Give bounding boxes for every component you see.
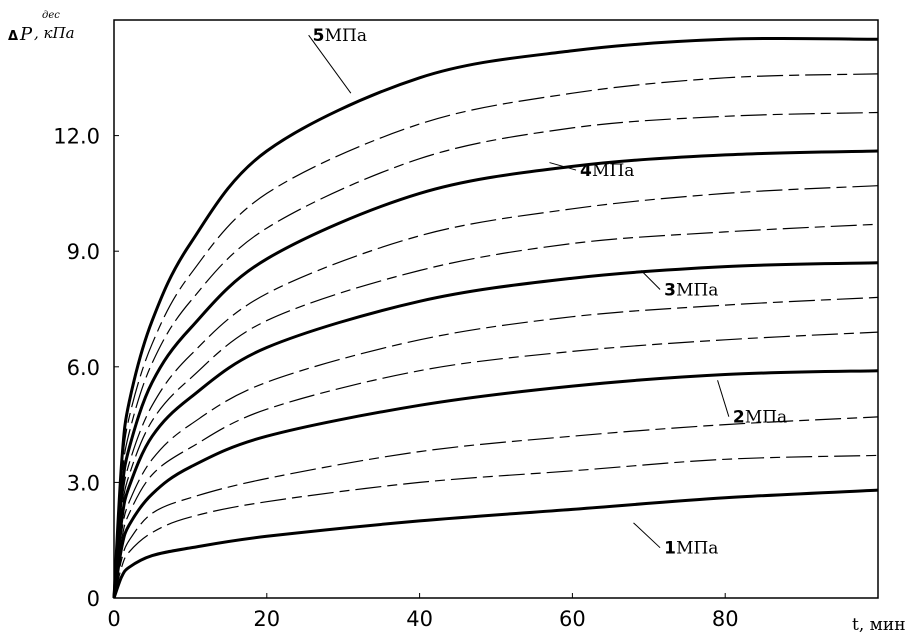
series-line-solid <box>112 369 879 599</box>
x-axis-title: t, мин <box>852 615 906 635</box>
curve-label-number: 5 <box>313 26 325 46</box>
y-tick-label: 0 <box>87 587 100 611</box>
y-tick-label: 6.0 <box>67 356 100 380</box>
curve-label-unit: МПа <box>676 281 718 301</box>
curve-label-unit: МПа <box>676 539 718 559</box>
curve-label-unit: МПа <box>745 408 787 428</box>
y-tick-label: 9.0 <box>67 240 100 264</box>
y-axis-delta: Δ <box>8 29 18 44</box>
series-line-solid <box>112 488 879 599</box>
series-line-dashed <box>113 454 879 599</box>
series-line-solid <box>112 36 879 599</box>
y-axis-superscript: дес <box>42 10 60 21</box>
axis-ticks: 0 20 40 60 80 0 3.0 6.0 9.0 12.0 <box>53 125 738 631</box>
series-line-dashed <box>113 331 879 599</box>
curve-label-leader <box>717 380 730 417</box>
x-tick-label: 20 <box>253 607 280 631</box>
series-line-solid <box>112 149 879 599</box>
plot-frame <box>113 19 879 599</box>
plot-marks <box>112 36 879 599</box>
y-axis-symbol: P <box>19 24 33 45</box>
series-line-dashed <box>113 223 879 599</box>
series-line-dashed <box>113 416 879 599</box>
y-tick-label: 12.0 <box>53 125 100 149</box>
curve-label-unit: МПа <box>592 161 634 181</box>
x-tick-label: 60 <box>559 607 586 631</box>
curve-label-leader <box>308 34 352 94</box>
series-line-dashed <box>113 111 879 599</box>
series-line-solid <box>112 261 879 599</box>
y-tick-label: 3.0 <box>67 471 100 495</box>
curve-label-number: 3 <box>664 281 676 301</box>
x-tick-label: 40 <box>406 607 433 631</box>
curve-label-unit: МПа <box>325 26 367 46</box>
x-tick-label: 80 <box>712 607 739 631</box>
curve-label-leader <box>640 270 661 290</box>
curve-label-number: 2 <box>733 408 745 428</box>
curve-label-leader <box>633 522 661 549</box>
series-line-dashed <box>113 73 879 599</box>
series-line-dashed <box>113 296 879 599</box>
series-line-dashed <box>113 185 879 599</box>
curve-label-number: 4 <box>580 161 592 181</box>
curve-label-number: 1 <box>664 539 676 559</box>
x-tick-label: 0 <box>107 607 120 631</box>
curve-label-leader <box>549 162 577 171</box>
y-axis-units: , кПа <box>34 24 75 42</box>
